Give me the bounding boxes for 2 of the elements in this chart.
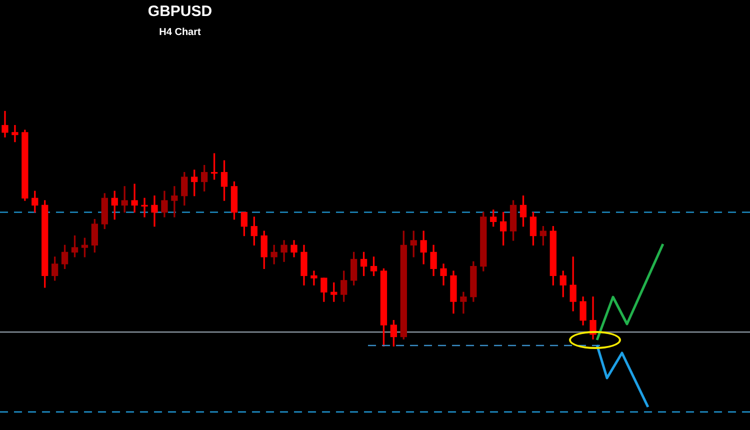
chart-title: GBPUSD (148, 3, 212, 20)
chart-subtitle: H4 Chart (159, 26, 202, 38)
